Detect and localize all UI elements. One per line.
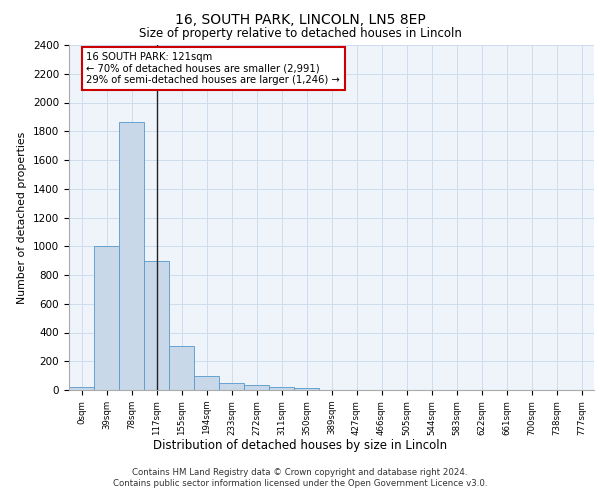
Bar <box>69 387 94 390</box>
Text: Distribution of detached houses by size in Lincoln: Distribution of detached houses by size … <box>153 440 447 452</box>
Text: Contains HM Land Registry data © Crown copyright and database right 2024.
Contai: Contains HM Land Registry data © Crown c… <box>113 468 487 487</box>
Y-axis label: Number of detached properties: Number of detached properties <box>17 132 28 304</box>
Bar <box>294 388 319 390</box>
Bar <box>219 383 244 390</box>
Text: 16, SOUTH PARK, LINCOLN, LN5 8EP: 16, SOUTH PARK, LINCOLN, LN5 8EP <box>175 12 425 26</box>
Bar <box>269 387 294 390</box>
Bar <box>144 260 169 390</box>
Bar <box>94 246 119 390</box>
Bar <box>244 385 269 390</box>
Bar <box>194 376 219 390</box>
Bar <box>119 122 144 390</box>
Bar <box>169 346 194 390</box>
Text: Size of property relative to detached houses in Lincoln: Size of property relative to detached ho… <box>139 28 461 40</box>
Text: 16 SOUTH PARK: 121sqm
← 70% of detached houses are smaller (2,991)
29% of semi-d: 16 SOUTH PARK: 121sqm ← 70% of detached … <box>86 52 340 86</box>
